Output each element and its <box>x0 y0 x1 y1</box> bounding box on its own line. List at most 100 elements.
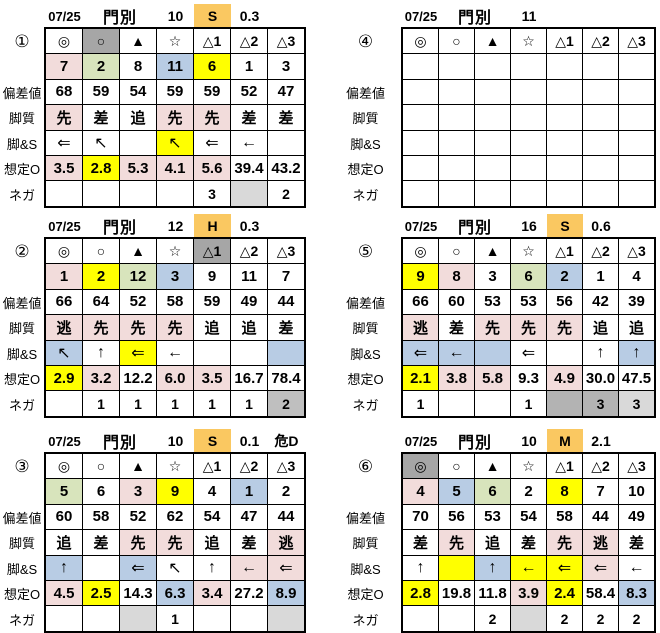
data-grid: ◎ ○ ▲ ☆ △1 △2 △3 5 6 3 9 4 1 2 60 58 52 62 54 47 44 追差先先追差逃 ↑ ⇐… <box>44 452 306 633</box>
running-style-cell: 差 <box>83 105 119 130</box>
odds-cell: 78.4 <box>268 365 304 391</box>
arrow-cell: ← <box>231 555 267 580</box>
odds-cell: 19.8 <box>439 580 474 606</box>
odds-cell <box>403 155 438 181</box>
running-style-cell <box>583 105 618 130</box>
table-header: 07/25 門別 10 M 2.1 <box>403 429 660 453</box>
deviation-cell: 66 <box>46 289 82 315</box>
data-grid: ◎ ○ ▲ ☆ △1 △2 △3 9 8 3 6 2 1 4 66 60 53 53 56 42 39 逃差先先先追追 ⇐ ←… <box>401 237 656 418</box>
header-date: 07/25 <box>404 433 438 449</box>
horse-number-cell <box>511 54 546 79</box>
arrow-cell: ↖ <box>157 130 193 155</box>
header-pace-badge: S <box>194 429 231 453</box>
nega-cell <box>120 606 156 631</box>
row-label-soutei_o: 想定O <box>3 162 41 178</box>
header-pace-badge: S <box>547 214 583 238</box>
odds-cell: 14.3 <box>120 580 156 606</box>
nega-cell <box>619 181 654 206</box>
odds-cell: 4.1 <box>157 155 193 181</box>
deviation-cell: 54 <box>194 504 230 530</box>
arrow-cell <box>403 130 438 155</box>
row-label-kyakushitsu: 脚質 <box>8 536 35 552</box>
symbol-cell: △1 <box>547 454 582 479</box>
arrow-cell <box>619 130 654 155</box>
race-table-panel: 07/25 門別 16 S 0.6 ⑤ 偏差値 脚質 脚&S 想定O ネガ ◎ ○ ▲ ☆ △1 △2 △3 9 8 3… <box>330 210 660 425</box>
table-header: 07/25 門別 10 S 0.3 <box>46 4 330 28</box>
horse-number-cell: 1 <box>583 264 618 289</box>
horse-number-cell <box>439 54 474 79</box>
symbol-cell: △2 <box>231 239 267 264</box>
row-label-ashi_s: 脚&S <box>350 136 381 152</box>
symbol-cell: ◎ <box>403 239 438 264</box>
nega-cell: 1 <box>403 391 438 416</box>
deviation-cell: 52 <box>120 289 156 315</box>
running-style-cell: 追 <box>231 315 267 340</box>
nega-cell <box>83 181 119 206</box>
header-value: 0.3 <box>239 8 260 24</box>
running-style-cell: 追 <box>194 530 230 555</box>
running-style-cell <box>547 105 582 130</box>
row-label-hensachi: 偏差値 <box>2 295 42 311</box>
row-label-soutei_o: 想定O <box>347 372 384 388</box>
symbol-cell: ▲ <box>120 239 156 264</box>
nega-cell <box>46 181 82 206</box>
deviation-cell <box>511 79 546 105</box>
row-label-column: ① 偏差値 脚質 脚&S 想定O ネガ <box>0 27 44 208</box>
symbol-cell: ○ <box>439 454 474 479</box>
symbol-cell: △3 <box>619 29 654 54</box>
odds-cell <box>547 155 582 181</box>
horse-number-cell: 8 <box>439 264 474 289</box>
table-header: 07/25 門別 11 <box>403 4 660 27</box>
race-table-panel: 07/25 門別 11 ④ 偏差値 脚質 脚&S 想定O ネガ ◎ ○ ▲ ☆ △1 △2 △3 <box>330 0 660 210</box>
deviation-cell: 49 <box>619 504 654 530</box>
row-label-nega: ネガ <box>8 612 35 628</box>
nega-cell <box>511 181 546 206</box>
running-style-cell: 差 <box>439 315 474 340</box>
row-label-ashi_s: 脚&S <box>6 136 38 152</box>
odds-cell: 9.3 <box>511 365 546 391</box>
nega-cell: 3 <box>583 391 618 416</box>
running-style-cell: 追 <box>46 530 82 555</box>
odds-cell: 3.2 <box>83 365 119 391</box>
table-number: ⑤ <box>357 241 374 261</box>
symbol-cell: ▲ <box>475 29 510 54</box>
header-value: 0.1 <box>239 433 260 449</box>
horse-number-cell: 3 <box>268 54 304 79</box>
arrow-cell: ↖ <box>157 555 193 580</box>
running-style-cell: 先 <box>511 315 546 340</box>
nega-cell: 1 <box>83 391 119 416</box>
horse-number-cell: 8 <box>547 479 582 504</box>
row-label-soutei_o: 想定O <box>3 587 41 603</box>
deviation-cell: 53 <box>475 504 510 530</box>
horse-number-cell: 2 <box>268 479 304 504</box>
deviation-cell: 62 <box>157 504 193 530</box>
race-table-panel: 07/25 門別 10 S 0.3 ① 偏差値 脚質 脚&S 想定O ネガ ◎ ○ ▲ ☆ △1 △2 △3 7 2 8… <box>0 0 330 210</box>
horse-number-cell: 4 <box>194 479 230 504</box>
deviation-cell <box>619 79 654 105</box>
symbol-cell: ☆ <box>157 454 193 479</box>
deviation-cell: 53 <box>511 289 546 315</box>
deviation-cell: 52 <box>120 504 156 530</box>
arrow-cell <box>511 130 546 155</box>
arrow-cell: ← <box>619 555 654 580</box>
horse-number-cell: 2 <box>511 479 546 504</box>
nega-cell <box>439 606 474 631</box>
row-label-kyakushitsu: 脚質 <box>352 321 379 337</box>
running-style-cell: 先 <box>120 315 156 340</box>
table-header: 07/25 門別 10 S 0.1 危D <box>46 429 330 453</box>
symbol-cell: ▲ <box>120 454 156 479</box>
row-label-soutei_o: 想定O <box>347 587 384 603</box>
header-date: 07/25 <box>48 218 81 234</box>
running-style-cell: 差 <box>619 530 654 555</box>
horse-number-cell: 6 <box>511 264 546 289</box>
horse-number-cell: 9 <box>194 264 230 289</box>
nega-cell: 3 <box>194 181 230 206</box>
header-race-number: 12 <box>167 218 184 234</box>
row-label-kyakushitsu: 脚質 <box>8 321 35 337</box>
header-pace-badge: S <box>194 4 231 28</box>
symbol-cell: ○ <box>83 454 119 479</box>
table-body: ① 偏差値 脚質 脚&S 想定O ネガ ◎ ○ ▲ ☆ △1 △2 △3 7 2 8 11 6 1 3 68 59 54 59… <box>0 27 330 208</box>
symbol-cell: △2 <box>583 239 618 264</box>
odds-cell: 30.0 <box>583 365 618 391</box>
row-label-kyakushitsu: 脚質 <box>352 111 379 127</box>
